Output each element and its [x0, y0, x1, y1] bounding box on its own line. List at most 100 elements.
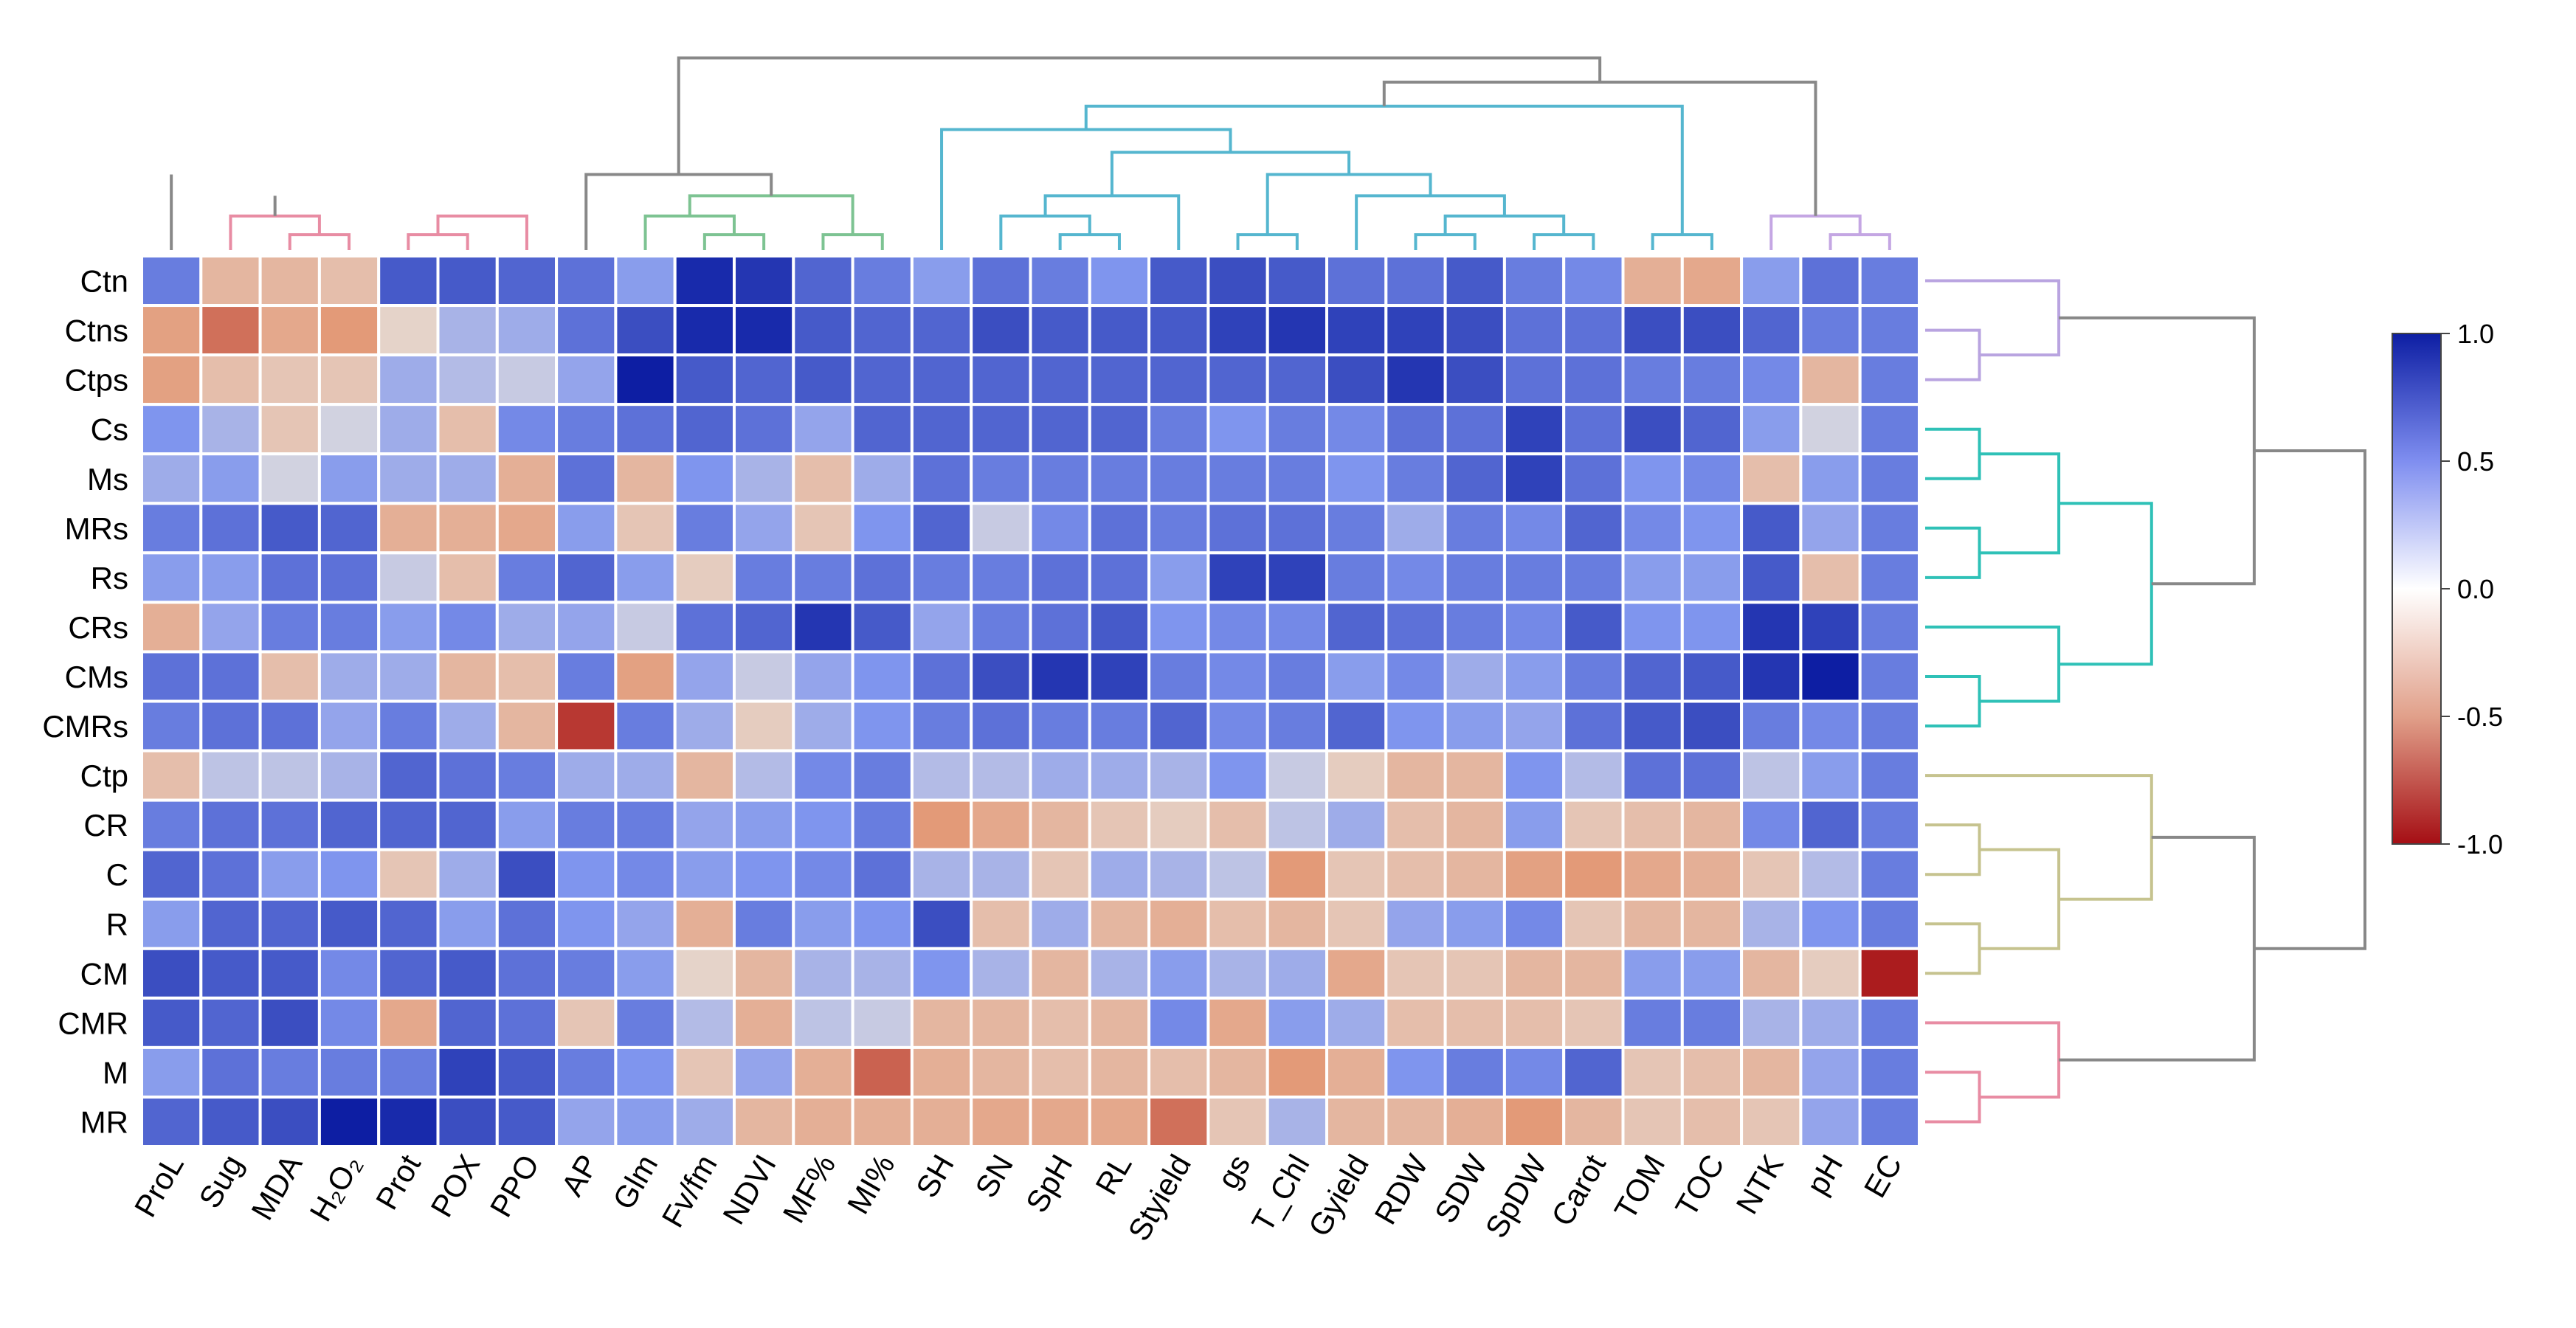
- heatmap-cell-cmr-spdw: [1502, 996, 1566, 1049]
- heatmap-cell-cmrs-sug: [199, 699, 262, 753]
- heatmap-cell-cs-t-chl: [1265, 403, 1328, 456]
- heatmap-cell-r-gyield: [1325, 897, 1388, 950]
- heatmap-cell-r-mda: [258, 897, 321, 950]
- heatmap-cell-c-fv-fm: [673, 848, 736, 901]
- heatmap-cell-r-sug: [199, 897, 262, 950]
- heatmap-cell-cs-gyield: [1325, 403, 1388, 456]
- heatmap-cell-cm-mi: [851, 947, 914, 1000]
- heatmap-cell-cs-rl: [1088, 403, 1151, 456]
- heatmap-cell-ctp-sph: [1029, 749, 1091, 802]
- heatmap-cell-crs-mf: [792, 601, 854, 654]
- heatmap-cell-mrs-toc: [1680, 502, 1744, 555]
- heatmap-cell-c-ndvi: [733, 848, 795, 901]
- heatmap-cell-r-ap: [555, 897, 618, 950]
- heatmap-cell-mr-prol: [140, 1095, 203, 1149]
- column-label-h-o: H₂O₂: [303, 1149, 368, 1227]
- heatmap-cell-ctp-sh: [910, 749, 973, 802]
- heatmap-cell-ctns-t-chl: [1265, 304, 1328, 357]
- heatmap-cell-cs-ppo: [495, 403, 559, 456]
- heatmap-cell-r-styield: [1147, 897, 1210, 950]
- row-dendrogram-link-10: [1925, 922, 1981, 975]
- heatmap-cell-mrs-rdw: [1384, 502, 1447, 555]
- heatmap-cell-m-spdw: [1502, 1045, 1566, 1099]
- column-dendrogram-link-7: [702, 233, 766, 250]
- heatmap-cell-cs-fv-fm: [673, 403, 736, 456]
- heatmap-cell-cmrs-sh: [910, 699, 973, 753]
- heatmap-cell-c-sph: [1029, 848, 1091, 901]
- heatmap-cell-cmrs-carot: [1562, 699, 1625, 753]
- heatmap-cell-mrs-t-chl: [1265, 502, 1328, 555]
- heatmap-cell-ctn-ntk: [1740, 255, 1803, 308]
- colorbar-tick-label: -0.5: [2457, 702, 2503, 732]
- column-dendrogram-link-13: [999, 214, 1091, 250]
- heatmap-cell-ctns-ppo: [495, 304, 559, 357]
- column-dendrogram-link-28: [677, 56, 1602, 175]
- heatmap-cell-rs-rdw: [1384, 551, 1447, 604]
- heatmap-cell-mrs-ndvi: [733, 502, 795, 555]
- heatmap-cell-crs-ntk: [1740, 601, 1803, 654]
- heatmap-cell-mrs-ntk: [1740, 502, 1803, 555]
- heatmap-cell-cm-ppo: [495, 947, 559, 1000]
- heatmap-cell-ctp-rdw: [1384, 749, 1447, 802]
- heatmap-cell-ctns-prot: [377, 304, 440, 357]
- row-label-cms: CMs: [65, 660, 128, 694]
- row-dendrogram-link-12: [1925, 774, 2153, 901]
- heatmap-cell-cm-ec: [1858, 947, 1921, 1000]
- heatmap-cell-cm-rl: [1088, 947, 1151, 1000]
- heatmap-cell-grid: [140, 255, 1921, 1149]
- heatmap-cell-ctps-tom: [1621, 353, 1684, 407]
- heatmap-cell-cm-fv-fm: [673, 947, 736, 1000]
- heatmap-cell-ctn-gyield: [1325, 255, 1388, 308]
- column-label-toc: TOC: [1668, 1149, 1731, 1222]
- heatmap-cell-ctns-ndvi: [733, 304, 795, 357]
- heatmap-cell-ctns-tom: [1621, 304, 1684, 357]
- heatmap-cell-mr-ppo: [495, 1095, 559, 1149]
- heatmap-cell-mrs-mi: [851, 502, 914, 555]
- heatmap-cell-cs-prot: [377, 403, 440, 456]
- heatmap-cell-r-glm: [614, 897, 677, 950]
- heatmap-cell-ctps-fv-fm: [673, 353, 736, 407]
- column-label-prol: ProL: [128, 1149, 190, 1222]
- column-dendrogram-link-16: [1414, 233, 1477, 250]
- colorbar-tick-label: -1.0: [2457, 829, 2503, 860]
- heatmap-cell-cms-mf: [792, 650, 854, 703]
- heatmap-cell-ctp-mf: [792, 749, 854, 802]
- heatmap-cell-cmr-gs: [1206, 996, 1269, 1049]
- row-dendrogram: [1925, 279, 2366, 1124]
- heatmap-cell-cm-pox: [436, 947, 499, 1000]
- heatmap-cell-cmr-ap: [555, 996, 618, 1049]
- heatmap-cell-c-t-chl: [1265, 848, 1328, 901]
- row-dendrogram-link-13: [1925, 1071, 1981, 1124]
- heatmap-cell-ms-sh: [910, 452, 973, 505]
- heatmap-cell-m-styield: [1147, 1045, 1210, 1099]
- heatmap-cell-ctns-ph: [1799, 304, 1862, 357]
- heatmap-cell-cr-glm: [614, 798, 677, 851]
- heatmap-cell-cs-ph: [1799, 403, 1862, 456]
- heatmap-cell-cms-ppo: [495, 650, 559, 703]
- heatmap-cell-cr-styield: [1147, 798, 1210, 851]
- heatmap-cell-crs-gyield: [1325, 601, 1388, 654]
- heatmap-cell-m-carot: [1562, 1045, 1625, 1099]
- heatmap-cell-cr-ntk: [1740, 798, 1803, 851]
- heatmap-cell-ctps-ph: [1799, 353, 1862, 407]
- heatmap-cell-ctn-prot: [377, 255, 440, 308]
- heatmap-cell-m-ph: [1799, 1045, 1862, 1099]
- heatmap-cell-ms-mf: [792, 452, 854, 505]
- heatmap-cell-c-sn: [970, 848, 1032, 901]
- heatmap-cell-cmr-ndvi: [733, 996, 795, 1049]
- heatmap-cell-m-gs: [1206, 1045, 1269, 1099]
- heatmap-cell-crs-mda: [258, 601, 321, 654]
- heatmap-cell-cmrs-sn: [970, 699, 1032, 753]
- heatmap-cell-ctp-spdw: [1502, 749, 1566, 802]
- heatmap-cell-cr-mda: [258, 798, 321, 851]
- heatmap-cell-ctps-mda: [258, 353, 321, 407]
- heatmap-cell-cmr-prot: [377, 996, 440, 1049]
- heatmap-cell-ctp-sdw: [1443, 749, 1506, 802]
- heatmap-cell-r-ph: [1799, 897, 1862, 950]
- heatmap-cell-mrs-sph: [1029, 502, 1091, 555]
- column-label-mf: MF%: [776, 1149, 843, 1228]
- heatmap-cell-ctps-gs: [1206, 353, 1269, 407]
- heatmap-cell-crs-mi: [851, 601, 914, 654]
- row-label-mrs: MRs: [65, 511, 128, 546]
